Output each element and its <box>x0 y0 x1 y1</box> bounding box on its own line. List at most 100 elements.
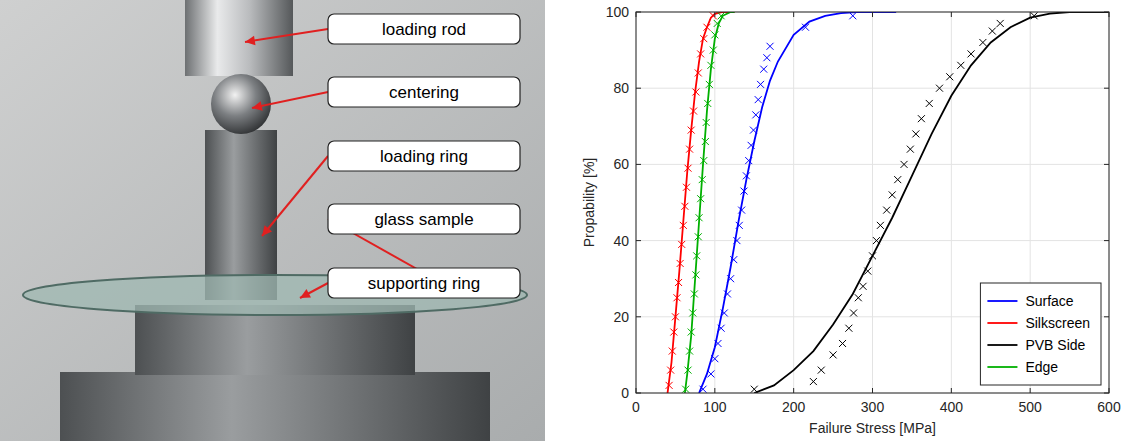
grid-line <box>636 88 1109 89</box>
tick <box>636 316 641 317</box>
data-point <box>666 382 673 389</box>
data-point <box>767 43 774 50</box>
chart-background <box>560 0 1141 441</box>
data-point <box>695 233 702 240</box>
data-point <box>710 47 717 54</box>
tick-label: 100 <box>703 399 727 415</box>
data-point <box>968 50 975 57</box>
data-point <box>839 340 846 347</box>
data-point <box>745 157 752 164</box>
tick <box>1030 12 1031 17</box>
tick <box>636 393 641 394</box>
data-point <box>830 351 837 358</box>
data-point <box>755 96 762 103</box>
data-point <box>733 237 740 244</box>
data-point <box>686 146 693 153</box>
data-point <box>727 275 734 282</box>
x-axis-title: Failure Stress [MPa] <box>809 420 936 436</box>
data-point <box>704 100 711 107</box>
photo-background <box>0 0 545 441</box>
data-point <box>901 161 908 168</box>
data-point <box>689 309 696 316</box>
label-box <box>328 141 520 171</box>
data-point <box>707 62 714 69</box>
tick <box>1104 240 1109 241</box>
data-point <box>946 73 953 80</box>
page: loading rodcenteringloading ringglass sa… <box>0 0 1141 441</box>
grid-line <box>636 240 1109 241</box>
pointer-line <box>245 29 328 42</box>
data-point <box>936 85 943 92</box>
data-point <box>695 69 702 76</box>
marks <box>666 12 1109 393</box>
legend-swatch <box>987 344 1017 346</box>
tick <box>1109 388 1110 393</box>
tick-label: 0 <box>632 399 640 415</box>
base <box>60 372 490 441</box>
grid-line <box>951 12 952 393</box>
data-point <box>697 50 704 57</box>
tick-label: 40 <box>613 233 629 249</box>
data-point <box>685 165 692 172</box>
tick <box>793 388 794 393</box>
pointer-head <box>245 36 256 45</box>
data-point <box>688 329 695 336</box>
fit-line <box>699 12 896 393</box>
legend-swatch <box>987 366 1017 368</box>
label-text: centering <box>389 83 459 102</box>
data-point <box>667 367 674 374</box>
tick-label: 600 <box>1097 399 1121 415</box>
data-point <box>678 241 685 248</box>
legend-swatch <box>987 300 1017 302</box>
data-point <box>681 203 688 210</box>
data-point <box>918 115 925 122</box>
fit-line <box>754 12 1109 393</box>
data-point <box>669 348 676 355</box>
tick-label: 20 <box>613 309 629 325</box>
apparatus: loading rodcenteringloading ringglass sa… <box>0 0 545 441</box>
data-point <box>721 309 728 316</box>
data-point <box>718 12 725 19</box>
data-point <box>730 256 737 263</box>
data-point <box>736 222 743 229</box>
data-point <box>714 20 721 27</box>
label-text: loading rod <box>382 20 466 39</box>
pointer-line <box>262 156 328 236</box>
pointer-head <box>300 289 311 298</box>
tick-label: 100 <box>606 4 630 20</box>
pointer-head <box>252 101 263 110</box>
plot-frame <box>636 12 1109 393</box>
data-point <box>743 172 750 179</box>
data-point <box>700 35 707 42</box>
data-point <box>690 108 697 115</box>
grid-line <box>793 12 794 393</box>
tick-label: 300 <box>861 399 885 415</box>
tick-label: 200 <box>782 399 806 415</box>
data-point <box>757 81 764 88</box>
data-point <box>718 325 725 332</box>
data-point <box>845 325 852 332</box>
tick <box>793 12 794 17</box>
data-point <box>711 355 718 362</box>
chart: 0100200300400500600020406080100Failure S… <box>560 0 1141 441</box>
pointer-line <box>252 92 328 108</box>
data-point <box>1031 12 1038 19</box>
label-box <box>328 77 520 107</box>
tick <box>951 388 952 393</box>
plot-area <box>636 12 1109 393</box>
tick <box>636 388 637 393</box>
tick-label: 80 <box>613 80 629 96</box>
data-point <box>691 290 698 297</box>
fit-line <box>685 12 735 393</box>
tick <box>872 388 873 393</box>
grid-line <box>872 12 873 393</box>
label-box <box>328 204 520 234</box>
fit-line <box>668 12 735 393</box>
data-point <box>889 191 896 198</box>
label-text: loading ring <box>380 147 468 166</box>
tick <box>1104 316 1109 317</box>
data-point <box>686 348 693 355</box>
data-point <box>696 214 703 221</box>
data-point <box>818 367 825 374</box>
tick <box>636 12 641 13</box>
